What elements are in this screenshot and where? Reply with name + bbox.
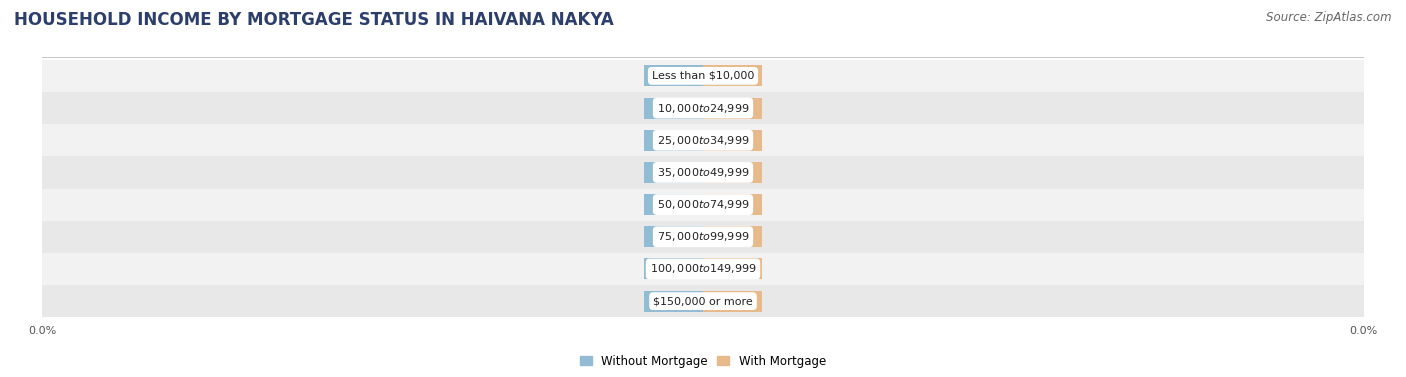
Text: $35,000 to $49,999: $35,000 to $49,999 bbox=[657, 166, 749, 179]
Bar bbox=[42, 285, 1364, 317]
Text: 0.0%: 0.0% bbox=[720, 103, 747, 113]
Bar bbox=[703, 259, 762, 279]
Bar bbox=[42, 60, 1364, 92]
Text: 0.0%: 0.0% bbox=[659, 103, 686, 113]
Text: 0.0%: 0.0% bbox=[659, 167, 686, 178]
Bar bbox=[644, 130, 703, 151]
Text: 0.0%: 0.0% bbox=[659, 135, 686, 145]
Bar bbox=[42, 188, 1364, 221]
Text: 0.0%: 0.0% bbox=[720, 167, 747, 178]
Bar bbox=[703, 130, 762, 151]
Bar bbox=[703, 291, 762, 312]
Bar bbox=[644, 194, 703, 215]
Text: $10,000 to $24,999: $10,000 to $24,999 bbox=[657, 101, 749, 115]
Bar bbox=[42, 92, 1364, 124]
Text: $50,000 to $74,999: $50,000 to $74,999 bbox=[657, 198, 749, 211]
Text: 0.0%: 0.0% bbox=[720, 296, 747, 306]
Text: 0.0%: 0.0% bbox=[720, 232, 747, 242]
Bar bbox=[42, 253, 1364, 285]
Text: Source: ZipAtlas.com: Source: ZipAtlas.com bbox=[1267, 11, 1392, 24]
Text: 0.0%: 0.0% bbox=[720, 264, 747, 274]
Text: $100,000 to $149,999: $100,000 to $149,999 bbox=[650, 262, 756, 276]
Bar bbox=[703, 162, 762, 183]
Bar bbox=[703, 194, 762, 215]
Text: $150,000 or more: $150,000 or more bbox=[654, 296, 752, 306]
Bar bbox=[703, 65, 762, 86]
Bar bbox=[644, 259, 703, 279]
Bar bbox=[644, 226, 703, 247]
Text: 0.0%: 0.0% bbox=[659, 264, 686, 274]
Legend: Without Mortgage, With Mortgage: Without Mortgage, With Mortgage bbox=[575, 350, 831, 372]
Text: $25,000 to $34,999: $25,000 to $34,999 bbox=[657, 134, 749, 147]
Text: HOUSEHOLD INCOME BY MORTGAGE STATUS IN HAIVANA NAKYA: HOUSEHOLD INCOME BY MORTGAGE STATUS IN H… bbox=[14, 11, 614, 29]
Text: 0.0%: 0.0% bbox=[659, 71, 686, 81]
Bar bbox=[644, 65, 703, 86]
Text: $75,000 to $99,999: $75,000 to $99,999 bbox=[657, 230, 749, 243]
Bar bbox=[644, 162, 703, 183]
Bar bbox=[644, 98, 703, 118]
Bar bbox=[703, 226, 762, 247]
Text: 0.0%: 0.0% bbox=[659, 232, 686, 242]
Bar bbox=[42, 156, 1364, 188]
Bar bbox=[42, 124, 1364, 156]
Text: 0.0%: 0.0% bbox=[720, 199, 747, 210]
Bar bbox=[42, 221, 1364, 253]
Text: 0.0%: 0.0% bbox=[659, 199, 686, 210]
Bar bbox=[703, 98, 762, 118]
Text: 0.0%: 0.0% bbox=[659, 296, 686, 306]
Text: Less than $10,000: Less than $10,000 bbox=[652, 71, 754, 81]
Text: 0.0%: 0.0% bbox=[720, 71, 747, 81]
Bar bbox=[644, 291, 703, 312]
Text: 0.0%: 0.0% bbox=[720, 135, 747, 145]
